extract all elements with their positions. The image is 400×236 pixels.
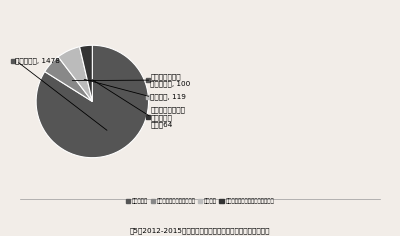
Legend: 城市棚户区, 国有工矿（含煤矿）棚户区, 垦区危房, 林区（场）棚户区住房（危旧房）: 城市棚户区, 国有工矿（含煤矿）棚户区, 垦区危房, 林区（场）棚户区住房（危旧… [124, 196, 276, 206]
Text: 图5：2012-2015年各类棚户区改造住房开工数（单位：万套）: 图5：2012-2015年各类棚户区改造住房开工数（单位：万套） [130, 227, 270, 234]
Text: 国有工矿（含煤
矿）棚户区, 100: 国有工矿（含煤 矿）棚户区, 100 [150, 73, 190, 87]
Wedge shape [45, 57, 92, 101]
Text: 垦区危房, 119: 垦区危房, 119 [150, 94, 186, 100]
Wedge shape [80, 45, 92, 101]
Wedge shape [58, 47, 92, 101]
Wedge shape [36, 45, 148, 158]
Text: 城市棚户区, 1478: 城市棚户区, 1478 [15, 58, 60, 64]
Text: 林区（场）棚户区
住房（危旧
房），64: 林区（场）棚户区 住房（危旧 房），64 [150, 106, 185, 128]
